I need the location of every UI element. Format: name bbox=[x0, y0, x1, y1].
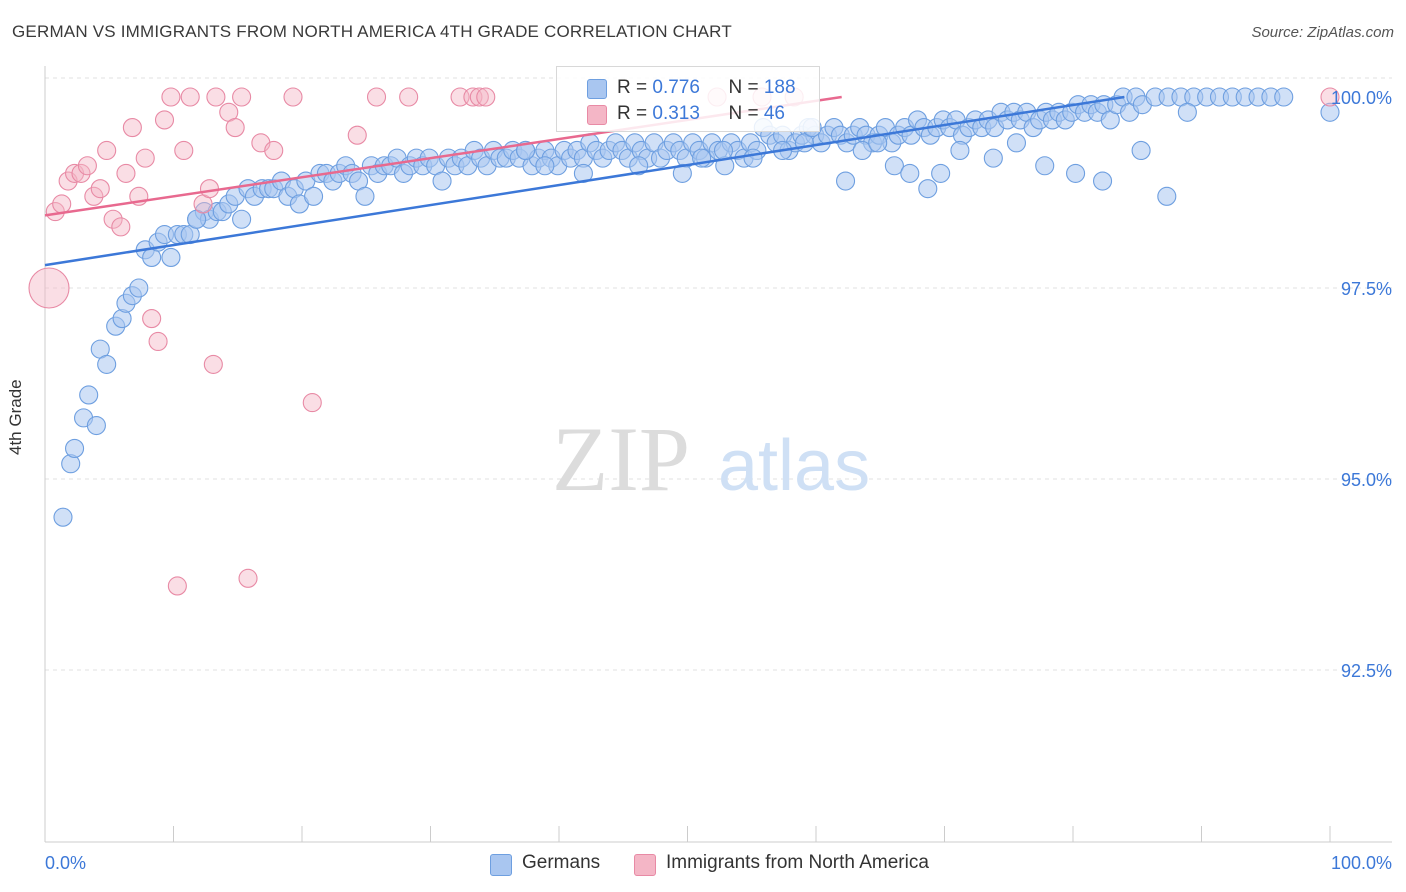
point-germans bbox=[355, 186, 375, 206]
point-immigrants bbox=[28, 267, 70, 309]
point-germans bbox=[1006, 133, 1027, 153]
point-germans bbox=[884, 156, 904, 176]
point-immigrants bbox=[122, 118, 142, 138]
legend-swatch-pink bbox=[587, 105, 607, 125]
n-value: 46 bbox=[763, 103, 785, 124]
point-immigrants bbox=[142, 309, 162, 329]
point-germans bbox=[129, 278, 149, 298]
point-immigrants bbox=[203, 354, 223, 374]
point-immigrants bbox=[264, 140, 284, 161]
point-germans bbox=[86, 415, 106, 436]
point-germans bbox=[900, 163, 920, 183]
point-immigrants bbox=[469, 87, 489, 107]
point-immigrants bbox=[161, 87, 181, 107]
point-germans bbox=[516, 140, 536, 161]
point-germans bbox=[1157, 186, 1177, 206]
point-germans bbox=[950, 140, 970, 161]
n-label: N = bbox=[728, 103, 764, 124]
point-immigrants bbox=[111, 217, 131, 237]
point-germans bbox=[535, 156, 555, 176]
point-immigrants bbox=[302, 393, 322, 413]
point-immigrants bbox=[116, 163, 136, 183]
point-germans bbox=[65, 438, 85, 458]
point-immigrants bbox=[174, 140, 194, 161]
point-germans bbox=[1131, 140, 1151, 161]
point-immigrants bbox=[52, 194, 72, 214]
r-value: 0.313 bbox=[652, 103, 700, 124]
legend-label-immigrants: Immigrants from North America bbox=[666, 852, 929, 873]
legend-swatch-blue bbox=[587, 79, 607, 99]
point-immigrants bbox=[167, 576, 187, 596]
point-germans bbox=[97, 354, 117, 374]
legend-swatch-germans bbox=[490, 854, 512, 876]
point-germans bbox=[983, 148, 1003, 168]
point-immigrants bbox=[347, 125, 367, 145]
trend-line-germans bbox=[44, 95, 1125, 267]
point-germans bbox=[918, 179, 938, 199]
r-value: 0.776 bbox=[652, 77, 700, 98]
point-germans bbox=[161, 247, 181, 267]
point-germans bbox=[931, 163, 951, 183]
x-tick-label: 100.0% bbox=[1331, 853, 1392, 873]
x-tick-label: 0.0% bbox=[45, 853, 86, 873]
y-tick-label: 95.0% bbox=[1341, 470, 1392, 490]
point-immigrants bbox=[366, 87, 387, 107]
point-immigrants bbox=[199, 179, 220, 199]
point-immigrants bbox=[206, 87, 226, 107]
point-immigrants bbox=[84, 186, 104, 206]
legend-swatch-immigrants bbox=[634, 854, 656, 876]
point-immigrants bbox=[97, 140, 117, 161]
point-immigrants bbox=[399, 87, 419, 107]
source-credit: Source: ZipAtlas.com bbox=[1251, 24, 1394, 41]
tick-labels: 100.0% 97.5% 95.0% 92.5% 0.0% 100.0% bbox=[45, 88, 1392, 873]
n-label: N = bbox=[728, 77, 764, 98]
point-germans bbox=[1274, 87, 1294, 107]
point-immigrants bbox=[77, 156, 97, 176]
point-germans bbox=[304, 186, 324, 206]
y-tick-label: 100.0% bbox=[1331, 88, 1392, 108]
r-label: R = bbox=[617, 103, 653, 124]
point-immigrants bbox=[180, 87, 200, 107]
watermark-zip: ZIP bbox=[552, 408, 690, 510]
data-points bbox=[28, 87, 1340, 596]
point-germans bbox=[1320, 102, 1340, 122]
point-germans bbox=[836, 171, 856, 191]
point-immigrants bbox=[1320, 87, 1340, 107]
point-germans bbox=[1177, 102, 1197, 122]
n-value: 188 bbox=[763, 77, 796, 98]
point-immigrants bbox=[90, 179, 110, 199]
point-germans bbox=[232, 209, 252, 229]
point-germans bbox=[852, 140, 872, 161]
point-immigrants bbox=[283, 87, 303, 107]
point-immigrants bbox=[476, 87, 496, 107]
point-germans bbox=[53, 507, 73, 527]
point-immigrants bbox=[135, 148, 155, 168]
point-germans bbox=[1093, 171, 1113, 191]
point-immigrants bbox=[238, 568, 258, 588]
point-germans bbox=[432, 171, 452, 191]
watermark-atlas: atlas bbox=[718, 426, 870, 506]
y-tick-label: 97.5% bbox=[1341, 279, 1392, 299]
point-immigrants bbox=[225, 118, 245, 138]
y-tick-label: 92.5% bbox=[1341, 661, 1392, 681]
r-label: R = bbox=[617, 77, 653, 98]
point-immigrants bbox=[148, 331, 168, 352]
point-germans bbox=[672, 163, 692, 183]
point-immigrants bbox=[154, 110, 175, 130]
point-germans bbox=[1035, 156, 1055, 176]
point-germans bbox=[868, 133, 888, 153]
legend-label-germans: Germans bbox=[522, 852, 601, 873]
point-germans bbox=[713, 140, 734, 161]
point-immigrants bbox=[232, 87, 252, 107]
point-immigrants bbox=[103, 209, 123, 229]
correlation-legend: R = 0.776 N = 188 R = 0.313 N = 46 bbox=[556, 66, 820, 132]
chart-title: GERMAN VS IMMIGRANTS FROM NORTH AMERICA … bbox=[12, 22, 732, 41]
point-germans bbox=[743, 148, 763, 168]
point-germans bbox=[629, 156, 649, 176]
point-germans bbox=[79, 385, 99, 405]
axes bbox=[44, 66, 1392, 843]
point-immigrants bbox=[71, 163, 91, 183]
point-germans bbox=[1066, 163, 1086, 183]
